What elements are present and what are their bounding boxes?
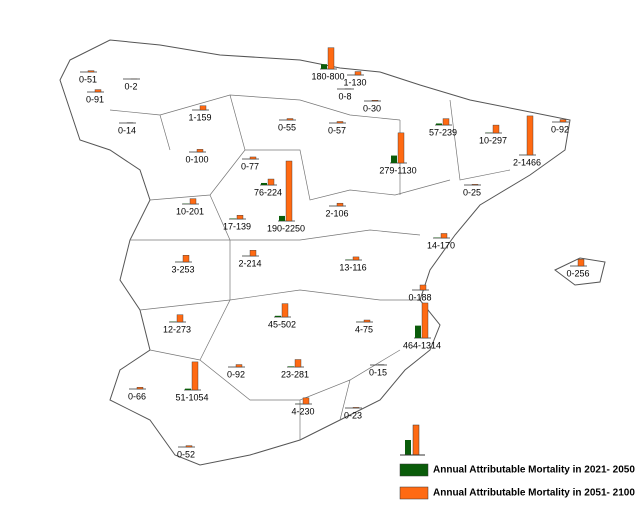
region-label: 51-1054 — [175, 392, 208, 402]
region-label: 4-230 — [291, 406, 314, 416]
bar — [249, 250, 257, 257]
region-label: 23-281 — [281, 369, 309, 379]
legend-sample-bar — [405, 440, 411, 455]
region-label: 0-8 — [338, 91, 351, 101]
bar — [235, 364, 243, 368]
bar — [267, 178, 275, 186]
bar — [321, 64, 327, 69]
bar — [176, 314, 184, 323]
region-label: 0-55 — [278, 122, 296, 132]
region-label: 1-159 — [188, 112, 211, 122]
region-label: 0-52 — [177, 449, 195, 459]
region-label: 0-57 — [328, 125, 346, 135]
bar — [189, 198, 197, 205]
bar — [371, 99, 379, 102]
region-borders — [109, 94, 511, 440]
region-label: 0-66 — [128, 391, 146, 401]
region-label: 0-2 — [124, 81, 137, 91]
region-label: 2-106 — [325, 208, 348, 218]
region-label: 0-25 — [463, 187, 481, 197]
bar — [352, 256, 360, 261]
bar — [281, 303, 289, 318]
bar — [87, 70, 95, 73]
region-label: 76-224 — [254, 187, 282, 197]
region-label: 180-800 — [311, 71, 344, 81]
bar — [261, 182, 267, 185]
region-label: 0-51 — [79, 74, 97, 84]
bar — [336, 202, 344, 207]
bar — [436, 123, 442, 125]
bar — [363, 319, 371, 323]
legend-swatch — [399, 486, 429, 500]
bar — [275, 315, 281, 317]
bar — [285, 160, 293, 222]
bar — [419, 284, 427, 291]
region-label: 17-139 — [223, 221, 251, 231]
region-label: 0-92 — [227, 369, 245, 379]
bar — [249, 156, 257, 160]
region-label: 12-273 — [163, 324, 191, 334]
bar — [279, 215, 285, 221]
region-label: 0-256 — [566, 268, 589, 278]
region-label: 0-100 — [185, 154, 208, 164]
bar — [136, 387, 144, 390]
region-label: 3-253 — [171, 264, 194, 274]
legend-label: Annual Attributable Mortality in 2051- 2… — [433, 488, 635, 499]
region-label: 190-2250 — [267, 223, 305, 233]
bar — [336, 121, 344, 124]
bar — [526, 115, 534, 156]
bar — [302, 397, 310, 405]
region-label: 0-14 — [118, 125, 136, 135]
region-label: 2-1466 — [513, 157, 541, 167]
region-label: 464-1314 — [403, 340, 441, 350]
region-label: 2-214 — [238, 258, 261, 268]
bar — [471, 184, 479, 186]
bar — [94, 89, 102, 93]
bar — [185, 388, 191, 390]
bar — [440, 233, 448, 239]
bar — [199, 105, 207, 111]
legend-swatch — [399, 463, 429, 477]
bar — [397, 132, 405, 164]
bar — [288, 366, 294, 367]
region-label: 57-239 — [429, 127, 457, 137]
region-label: 0-15 — [369, 367, 387, 377]
bar — [442, 118, 450, 126]
country-outline — [59, 39, 571, 466]
bar — [294, 359, 302, 368]
bar — [191, 361, 199, 391]
island-outline — [554, 257, 606, 286]
region-label: 0-30 — [363, 103, 381, 113]
legend-label: Annual Attributable Mortality in 2021- 2… — [433, 465, 635, 476]
bar — [415, 325, 421, 338]
bar — [286, 118, 294, 121]
region-label: 1-130 — [343, 77, 366, 87]
bar — [182, 255, 190, 263]
bar — [492, 124, 500, 134]
bar — [577, 258, 585, 267]
region-label: 0-23 — [344, 410, 362, 420]
legend-sample-bar — [412, 424, 420, 456]
region-label: 4-75 — [355, 324, 373, 334]
region-label: 0-92 — [551, 124, 569, 134]
bar — [236, 215, 244, 220]
region-label: 13-116 — [339, 262, 366, 272]
region-label: 10-201 — [176, 206, 204, 216]
region-label: 14-170 — [427, 240, 455, 250]
region-label: 45-502 — [268, 319, 296, 329]
bar — [559, 119, 567, 123]
region-label: 0-188 — [408, 292, 431, 302]
bar — [352, 407, 360, 409]
region-label: 10-297 — [479, 135, 507, 145]
region-label: 0-77 — [241, 161, 259, 171]
bar — [354, 71, 362, 76]
region-label: 0-91 — [86, 94, 104, 104]
bar — [327, 47, 335, 70]
bar — [421, 302, 429, 339]
bar — [196, 149, 204, 153]
bar — [391, 155, 397, 163]
bar — [185, 445, 193, 448]
region-label: 279-1130 — [379, 165, 416, 175]
